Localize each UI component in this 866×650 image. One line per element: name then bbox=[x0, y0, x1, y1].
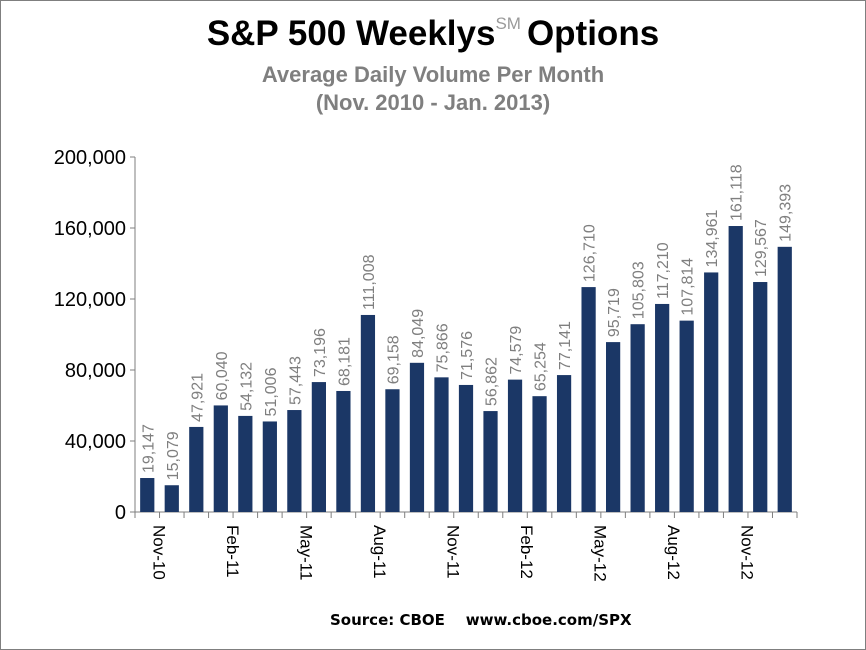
chart-value-labels: 19,147 15,079 47,921 60,040 54,132 51,006 57,4… bbox=[140, 164, 794, 480]
data-label: 71,576 bbox=[459, 331, 476, 380]
data-label: 84,049 bbox=[410, 309, 427, 358]
bar bbox=[262, 421, 277, 512]
x-tick-label: Feb-12 bbox=[517, 525, 536, 579]
data-label: 134,961 bbox=[704, 210, 721, 268]
bar bbox=[679, 320, 694, 512]
data-label: 73,196 bbox=[312, 328, 329, 377]
data-label: 65,254 bbox=[533, 342, 550, 391]
bar bbox=[606, 342, 621, 512]
bar bbox=[434, 377, 449, 512]
chart-title: S&P 500 WeeklysSM Options bbox=[0, 14, 866, 54]
chart-bars bbox=[140, 226, 792, 512]
bar bbox=[532, 396, 547, 512]
y-tick-label: 200,000 bbox=[54, 147, 126, 169]
data-label: 68,181 bbox=[336, 337, 353, 386]
bar bbox=[360, 314, 376, 512]
data-label: 111,008 bbox=[361, 254, 378, 310]
bar bbox=[409, 362, 425, 512]
bar bbox=[483, 411, 498, 512]
data-label: 60,040 bbox=[214, 351, 231, 400]
source-note: Source: CBOE www.cboe.com/SPX bbox=[330, 611, 632, 629]
data-label: 56,862 bbox=[484, 357, 501, 406]
x-tick-label: Aug-12 bbox=[664, 525, 683, 580]
data-label: 95,719 bbox=[606, 288, 623, 337]
bar bbox=[556, 375, 572, 512]
bar bbox=[336, 390, 351, 512]
chart-date-range: (Nov. 2010 - Jan. 2013) bbox=[315, 90, 551, 115]
bar bbox=[238, 415, 253, 512]
data-label: 47,921 bbox=[189, 373, 206, 422]
y-tick-label: 120,000 bbox=[54, 289, 126, 311]
bar bbox=[213, 405, 228, 512]
chart-axes: 0 40,000 80,000 120,000 160,000 200,000 Nov-10… bbox=[54, 147, 798, 582]
x-tick-label: Feb-11 bbox=[223, 525, 242, 578]
chart-subtitle: Average Daily Volume Per Month bbox=[261, 62, 605, 87]
x-tick-label: Aug-11 bbox=[370, 525, 389, 579]
data-label: 74,579 bbox=[508, 326, 525, 375]
x-tick-label: May-11 bbox=[296, 525, 315, 580]
bar bbox=[704, 272, 719, 512]
data-label: 57,443 bbox=[287, 356, 304, 405]
y-tick-label: 0 bbox=[115, 502, 126, 524]
data-label: 149,393 bbox=[778, 184, 795, 242]
chart-title-suffix: Options bbox=[526, 14, 660, 53]
x-tick-label: May-12 bbox=[591, 525, 610, 582]
y-tick-label: 80,000 bbox=[65, 360, 126, 382]
data-label: 19,147 bbox=[140, 424, 157, 473]
data-label: 15,079 bbox=[165, 431, 182, 480]
bar bbox=[728, 226, 743, 512]
bar bbox=[777, 246, 792, 512]
y-tick-label: 40,000 bbox=[65, 431, 126, 453]
data-label: 75,866 bbox=[434, 323, 451, 372]
data-label: 126,710 bbox=[582, 224, 599, 282]
bar bbox=[507, 379, 523, 512]
data-label: 77,141 bbox=[557, 321, 574, 370]
bar bbox=[140, 478, 155, 512]
x-tick-label: Nov-11 bbox=[443, 525, 462, 579]
data-label: 107,814 bbox=[680, 258, 697, 316]
data-label: 129,567 bbox=[753, 219, 770, 277]
bar bbox=[753, 282, 768, 512]
service-mark: SM bbox=[495, 14, 521, 33]
y-tick-label: 160,000 bbox=[54, 218, 126, 240]
bar bbox=[287, 410, 302, 512]
bar bbox=[581, 287, 596, 512]
data-label: 117,210 bbox=[655, 242, 672, 299]
chart-title-text: S&P 500 Weeklys bbox=[206, 14, 496, 53]
data-label: 161,118 bbox=[729, 164, 746, 221]
data-label: 54,132 bbox=[238, 362, 255, 411]
bar bbox=[311, 382, 326, 512]
x-tick-label: Nov-12 bbox=[738, 525, 757, 580]
bar bbox=[630, 324, 645, 512]
bar bbox=[655, 303, 670, 512]
data-label: 51,006 bbox=[263, 367, 280, 416]
bar bbox=[458, 384, 474, 512]
data-label: 105,803 bbox=[631, 261, 648, 319]
data-label: 69,158 bbox=[385, 335, 402, 384]
x-tick-label: Nov-10 bbox=[149, 525, 168, 580]
bar bbox=[164, 485, 179, 512]
bar bbox=[385, 389, 400, 512]
bar bbox=[189, 426, 204, 512]
